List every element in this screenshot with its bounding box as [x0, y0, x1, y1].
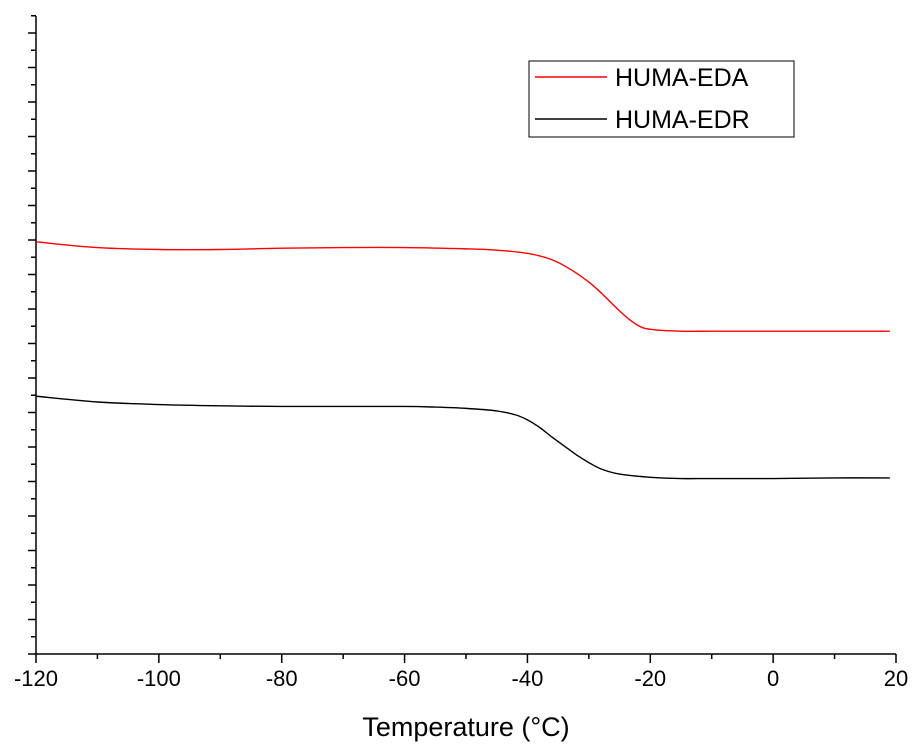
series-line-huma-edr — [35, 395, 890, 480]
y-axis-ticks — [28, 15, 36, 655]
x-tick-label: -60 — [389, 666, 421, 691]
x-tick-label: -20 — [634, 666, 666, 691]
x-tick-label: -40 — [512, 666, 544, 691]
legend: HUMA-EDA HUMA-EDR — [528, 60, 795, 138]
series-group — [35, 241, 890, 480]
x-axis-ticks — [35, 654, 897, 663]
x-tick-label: 20 — [884, 666, 908, 691]
x-tick-label: -80 — [266, 666, 298, 691]
legend-label-huma-eda: HUMA-EDA — [615, 64, 749, 92]
x-axis-title: Temperature (°C) — [362, 712, 569, 742]
x-axis-tick-labels: -120 -100 -80 -60 -40 -20 0 20 — [14, 666, 908, 691]
x-tick-label: -120 — [14, 666, 58, 691]
legend-label-huma-edr: HUMA-EDR — [615, 106, 750, 134]
axes: -120 -100 -80 -60 -40 -20 0 20 — [14, 15, 908, 691]
series-line-huma-eda — [35, 241, 890, 333]
x-tick-label: -100 — [137, 666, 181, 691]
x-tick-label: 0 — [767, 666, 779, 691]
legend-box — [528, 60, 795, 138]
